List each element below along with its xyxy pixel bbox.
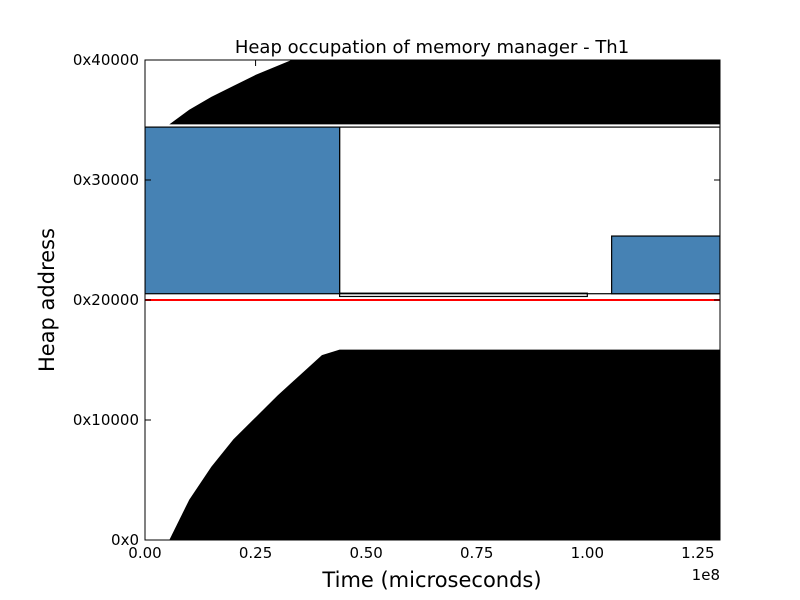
- y-axis-label: Heap address: [35, 228, 59, 372]
- upper-occupied-area: [169, 60, 720, 125]
- plot-area: [144, 59, 721, 541]
- chart-title: Heap occupation of memory manager - Th1: [235, 37, 629, 58]
- x-tick-label: 0.50: [349, 544, 382, 562]
- x-axis-label: Time (microseconds): [321, 568, 541, 592]
- y-tick-label: 0x20000: [73, 291, 139, 309]
- x-tick-label: 0.25: [239, 544, 272, 562]
- block-outline: [339, 292, 588, 298]
- y-tick-label: 0x30000: [73, 171, 139, 189]
- allocated-block: [145, 126, 341, 295]
- y-tick-label: 0x10000: [73, 411, 139, 429]
- x-tick-label: 1.00: [571, 544, 604, 562]
- data-marks: [145, 60, 720, 540]
- allocated-block: [611, 235, 720, 295]
- y-axis-ticks: 0x0 0x10000 0x20000 0x30000 0x40000: [73, 51, 720, 549]
- lower-occupied-area: [169, 349, 720, 540]
- x-tick-label: 1.25: [681, 544, 714, 562]
- x-axis-offset-label: 1e8: [692, 566, 720, 584]
- x-axis-ticks: 0.00 0.25 0.50 0.75 1.00 1.25: [128, 60, 715, 562]
- x-tick-label: 0.75: [460, 544, 493, 562]
- x-tick-label: 0.00: [128, 544, 161, 562]
- y-tick-label: 0x40000: [73, 51, 139, 69]
- y-tick-label: 0x0: [111, 531, 139, 549]
